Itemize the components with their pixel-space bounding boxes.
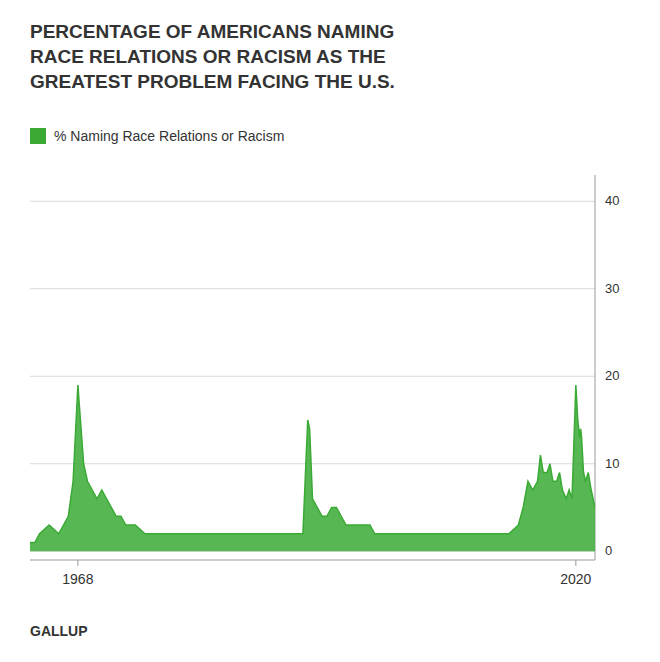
grid-line — [30, 376, 595, 377]
legend: % Naming Race Relations or Racism — [30, 128, 284, 144]
grid-line — [30, 288, 595, 289]
grid-line — [30, 201, 595, 202]
source-label: GALLUP — [30, 623, 88, 639]
y-tick-label: 20 — [605, 368, 619, 383]
y-tick-label: 40 — [605, 193, 619, 208]
y-tick-label: 30 — [605, 281, 619, 296]
grid — [30, 201, 595, 551]
x-tick-label: 2020 — [560, 571, 591, 587]
y-tick-label: 0 — [605, 543, 612, 558]
y-tick-label: 10 — [605, 456, 619, 471]
x-tick-label: 1968 — [62, 571, 93, 587]
chart: PERCENTAGE OF AMERICANS NAMING RACE RELAT… — [0, 0, 660, 662]
x-axis-line — [30, 560, 595, 561]
legend-swatch — [30, 128, 46, 144]
title-line: GREATEST PROBLEM FACING THE U.S. — [30, 71, 395, 92]
title: PERCENTAGE OF AMERICANS NAMING RACE RELAT… — [30, 21, 395, 92]
legend-label: % Naming Race Relations or Racism — [54, 128, 284, 144]
title-line: PERCENTAGE OF AMERICANS NAMING — [30, 21, 394, 42]
area-line — [30, 385, 595, 543]
y-axis-line — [595, 175, 596, 560]
grid-line — [30, 463, 595, 464]
marks — [30, 385, 595, 551]
x-tick — [77, 560, 78, 566]
area-fill — [30, 385, 595, 551]
title-line: RACE RELATIONS OR RACISM AS THE — [30, 46, 386, 67]
x-tick — [575, 560, 576, 566]
